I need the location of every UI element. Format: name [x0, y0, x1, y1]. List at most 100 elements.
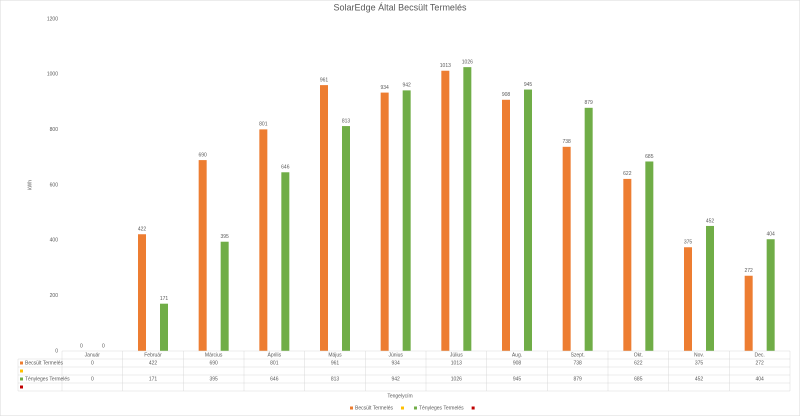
x-tick-label: Május: [328, 352, 342, 358]
y-axis-title: kWh: [27, 180, 33, 190]
legend-key: [471, 406, 475, 410]
y-tick-label: 1200: [47, 16, 58, 22]
legend-key: [20, 361, 23, 365]
row-header: Tényleges Termelés: [25, 376, 70, 382]
x-tick-label: Okt.: [634, 352, 643, 358]
legend-key: [20, 377, 23, 381]
table-cell: 685: [634, 376, 643, 382]
data-label: 375: [684, 240, 693, 246]
table-cell: 934: [391, 360, 400, 366]
table-cell: 738: [573, 360, 582, 366]
x-tick-label: Március: [205, 352, 223, 358]
x-tick-label: Szept.: [571, 352, 585, 358]
legend-label: Becsült Termelés: [355, 405, 393, 411]
data-label: 1013: [440, 63, 451, 69]
table-cell: 0: [91, 376, 94, 382]
bar: [562, 146, 571, 351]
bar: [441, 70, 450, 351]
data-label: 685: [645, 154, 654, 160]
table-cell: 942: [391, 376, 400, 382]
legend-key: [20, 385, 23, 389]
data-label: 1026: [462, 59, 473, 65]
bar: [623, 178, 632, 351]
data-label: 934: [380, 85, 389, 91]
bar: [766, 239, 775, 351]
data-label: 945: [524, 82, 533, 88]
bar: [138, 234, 146, 351]
data-label: 908: [502, 92, 511, 98]
table-cell: 422: [149, 360, 158, 366]
table-cell: 813: [331, 376, 340, 382]
data-label: 879: [584, 100, 593, 106]
bar: [281, 172, 290, 351]
table-cell: 908: [513, 360, 522, 366]
data-label: 171: [160, 296, 169, 302]
bar: [160, 303, 168, 351]
data-label: 801: [259, 122, 268, 128]
table-cell: 801: [270, 360, 279, 366]
bar: [645, 161, 654, 351]
data-label: 942: [402, 83, 411, 89]
legend-key: [20, 369, 23, 373]
data-label: 272: [744, 268, 753, 274]
bar: [402, 90, 411, 351]
table-cell: 622: [634, 360, 643, 366]
data-label: 395: [220, 234, 229, 240]
data-label: 422: [138, 227, 147, 233]
table-cell: 1026: [451, 376, 462, 382]
data-label: 813: [342, 118, 351, 124]
table-cell: 646: [270, 376, 279, 382]
y-tick-label: 600: [50, 182, 59, 188]
bar: [584, 107, 593, 351]
x-tick-label: Június: [388, 352, 403, 358]
x-tick-label: Aug.: [512, 352, 522, 358]
chart-title: SolarEdge Által Becsült Termelés: [334, 2, 467, 12]
y-tick-label: 0: [55, 348, 58, 354]
table-cell: 404: [755, 376, 764, 382]
row-header: Becsült Termelés: [25, 360, 63, 366]
bar: [524, 89, 532, 352]
data-label: 738: [562, 139, 571, 145]
bar: [259, 129, 268, 351]
table-cell: 961: [331, 360, 340, 366]
data-label: 961: [320, 77, 329, 83]
x-tick-label: Július: [450, 352, 463, 358]
data-label: 0: [80, 343, 83, 349]
bar: [684, 247, 692, 351]
y-tick-label: 800: [50, 127, 59, 133]
bar: [342, 126, 350, 351]
data-label: 452: [706, 218, 715, 224]
bar: [380, 92, 389, 352]
table-cell: 879: [573, 376, 582, 382]
legend-key: [400, 406, 404, 410]
table-cell: 945: [513, 376, 522, 382]
bar: [744, 275, 753, 351]
table-cell: 690: [209, 360, 218, 366]
table-cell: 0: [91, 360, 94, 366]
table-cell: 272: [755, 360, 764, 366]
bar: [463, 67, 472, 351]
legend-key: [413, 406, 417, 410]
x-tick-label: Dec.: [755, 352, 765, 358]
x-tick-label: Nov.: [694, 352, 704, 358]
x-tick-label: Január: [85, 352, 101, 358]
x-tick-label: Február: [144, 352, 162, 358]
table-cell: 375: [695, 360, 704, 366]
x-tick-label: Április: [268, 351, 282, 358]
y-tick-label: 200: [50, 293, 59, 299]
y-tick-label: 400: [50, 238, 59, 244]
bar: [502, 99, 510, 351]
legend-label: Tényleges Termelés: [419, 405, 464, 411]
table-cell: 395: [209, 376, 218, 382]
table-cell: 452: [695, 376, 704, 382]
legend-key: [350, 406, 353, 410]
data-label: 622: [623, 171, 632, 177]
data-label: 404: [766, 232, 775, 238]
bar: [320, 85, 328, 351]
y-tick-label: 1000: [47, 72, 58, 78]
bar: [706, 225, 714, 351]
bar: [198, 160, 207, 351]
x-axis-title: Tengelycím: [387, 393, 412, 399]
